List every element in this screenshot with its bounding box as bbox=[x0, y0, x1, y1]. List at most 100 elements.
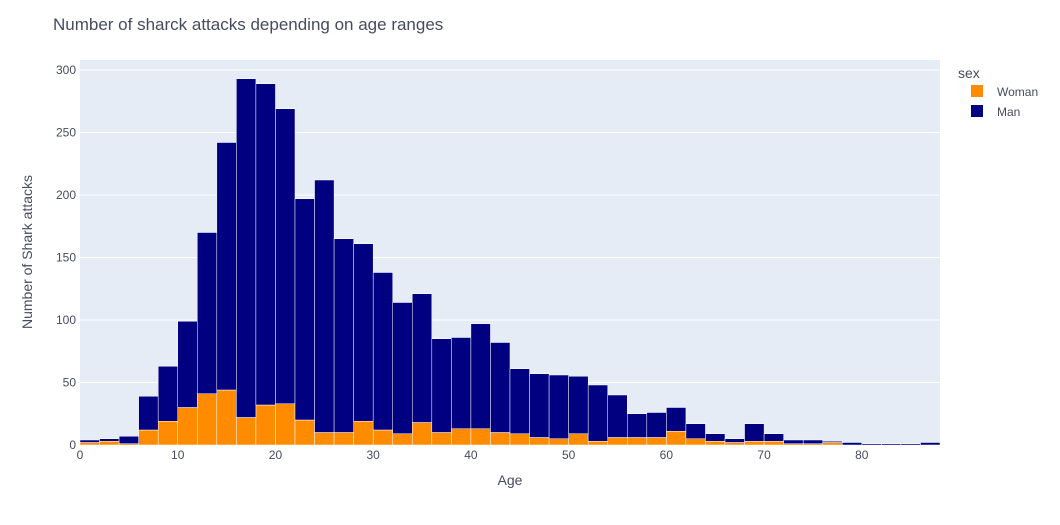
bar-man[interactable] bbox=[802, 439, 823, 444]
bar-woman[interactable] bbox=[157, 421, 178, 446]
bar-man[interactable] bbox=[587, 384, 608, 442]
bar-woman[interactable] bbox=[353, 421, 374, 446]
legend-label-woman[interactable]: Woman bbox=[997, 85, 1038, 99]
bar-man[interactable] bbox=[275, 108, 296, 404]
bar-man[interactable] bbox=[118, 436, 139, 444]
bar-man[interactable] bbox=[294, 198, 315, 421]
bar-man[interactable] bbox=[568, 376, 589, 434]
bar-woman[interactable] bbox=[685, 438, 706, 446]
bar-man[interactable] bbox=[177, 321, 198, 408]
bar-man[interactable] bbox=[79, 439, 100, 443]
legend-swatch-man[interactable] bbox=[971, 105, 983, 117]
bar-man[interactable] bbox=[783, 439, 804, 444]
x-tick-label: 20 bbox=[269, 448, 283, 462]
bar-man[interactable] bbox=[724, 438, 745, 443]
x-tick-label: 40 bbox=[464, 448, 478, 462]
bar-woman[interactable] bbox=[138, 429, 159, 446]
bar-man[interactable] bbox=[646, 412, 667, 438]
bar-woman[interactable] bbox=[763, 441, 784, 446]
legend-swatch-woman[interactable] bbox=[971, 85, 983, 97]
bar-man[interactable] bbox=[236, 78, 257, 418]
bar-woman[interactable] bbox=[744, 441, 765, 446]
bar-man[interactable] bbox=[763, 433, 784, 442]
bar-woman[interactable] bbox=[587, 441, 608, 446]
bar-man[interactable] bbox=[470, 323, 491, 429]
bar-woman[interactable] bbox=[79, 442, 100, 446]
bar-man[interactable] bbox=[627, 413, 648, 438]
bar-man[interactable] bbox=[744, 423, 765, 442]
bar-man[interactable] bbox=[372, 272, 393, 431]
bar-woman[interactable] bbox=[490, 432, 511, 446]
bar-woman[interactable] bbox=[236, 417, 257, 446]
bar-man[interactable] bbox=[431, 338, 452, 433]
bar-man[interactable] bbox=[705, 433, 726, 442]
x-tick-label: 80 bbox=[855, 448, 869, 462]
bar-woman[interactable] bbox=[197, 393, 218, 446]
bar-man[interactable] bbox=[666, 407, 687, 432]
y-tick-label: 100 bbox=[56, 313, 76, 327]
legend-label-man[interactable]: Man bbox=[997, 105, 1020, 119]
bar-woman[interactable] bbox=[177, 407, 198, 446]
bar-woman[interactable] bbox=[627, 437, 648, 446]
bar-woman[interactable] bbox=[822, 442, 843, 446]
bar-man[interactable] bbox=[920, 442, 941, 446]
x-axis-ticks: 0 10 20 30 40 50 60 70 80 bbox=[77, 448, 869, 462]
y-tick-label: 300 bbox=[56, 63, 76, 77]
bar-woman[interactable] bbox=[216, 389, 237, 446]
bar-man[interactable] bbox=[197, 232, 218, 394]
bar-woman[interactable] bbox=[646, 437, 667, 446]
x-tick-label: 50 bbox=[562, 448, 576, 462]
bar-woman[interactable] bbox=[255, 404, 276, 446]
x-tick-label: 60 bbox=[660, 448, 674, 462]
bar-man[interactable] bbox=[685, 423, 706, 439]
bar-woman[interactable] bbox=[99, 441, 120, 446]
bar-woman[interactable] bbox=[412, 422, 433, 446]
bar-woman[interactable] bbox=[568, 433, 589, 446]
bar-woman[interactable] bbox=[470, 428, 491, 446]
bar-man[interactable] bbox=[314, 179, 335, 433]
bar-woman[interactable] bbox=[314, 432, 335, 446]
bar-man[interactable] bbox=[353, 243, 374, 422]
bar-man[interactable] bbox=[881, 443, 902, 446]
bar-woman[interactable] bbox=[607, 437, 628, 446]
bar-man[interactable] bbox=[99, 438, 120, 442]
bar-man[interactable] bbox=[333, 238, 354, 433]
x-tick-label: 70 bbox=[757, 448, 771, 462]
bar-man[interactable] bbox=[392, 302, 413, 434]
bar-woman[interactable] bbox=[275, 403, 296, 446]
bar-woman[interactable] bbox=[509, 433, 530, 446]
bar-woman[interactable] bbox=[666, 431, 687, 446]
y-axis-title: Number of Shark attacks bbox=[19, 175, 35, 329]
bar-woman[interactable] bbox=[705, 441, 726, 446]
y-tick-label: 0 bbox=[69, 438, 76, 452]
bar-man[interactable] bbox=[412, 293, 433, 423]
bar-man[interactable] bbox=[255, 83, 276, 406]
bar-woman[interactable] bbox=[724, 442, 745, 446]
bar-man[interactable] bbox=[216, 142, 237, 391]
bar-woman[interactable] bbox=[548, 438, 569, 446]
chart-title: Number of sharck attacks depending on ag… bbox=[53, 15, 443, 34]
bar-man[interactable] bbox=[548, 374, 569, 439]
bar-woman[interactable] bbox=[372, 429, 393, 446]
bar-man[interactable] bbox=[509, 368, 530, 434]
bar-woman[interactable] bbox=[431, 432, 452, 446]
bar-woman[interactable] bbox=[529, 437, 550, 446]
bar-man[interactable] bbox=[861, 443, 882, 446]
bar-woman[interactable] bbox=[392, 433, 413, 446]
y-tick-label: 250 bbox=[56, 126, 76, 140]
bar-man[interactable] bbox=[900, 443, 921, 446]
bar-man[interactable] bbox=[138, 396, 159, 431]
bar-man[interactable] bbox=[451, 337, 472, 429]
bar-man[interactable] bbox=[607, 394, 628, 438]
bar-woman[interactable] bbox=[333, 432, 354, 446]
legend: sex Woman Man bbox=[958, 65, 1038, 119]
y-tick-label: 150 bbox=[56, 251, 76, 265]
bar-woman[interactable] bbox=[294, 419, 315, 446]
bar-man[interactable] bbox=[529, 373, 550, 438]
bar-man[interactable] bbox=[822, 441, 843, 443]
bar-man[interactable] bbox=[490, 342, 511, 433]
bar-man[interactable] bbox=[157, 366, 178, 422]
bar-woman[interactable] bbox=[451, 428, 472, 446]
bar-man[interactable] bbox=[842, 442, 863, 446]
